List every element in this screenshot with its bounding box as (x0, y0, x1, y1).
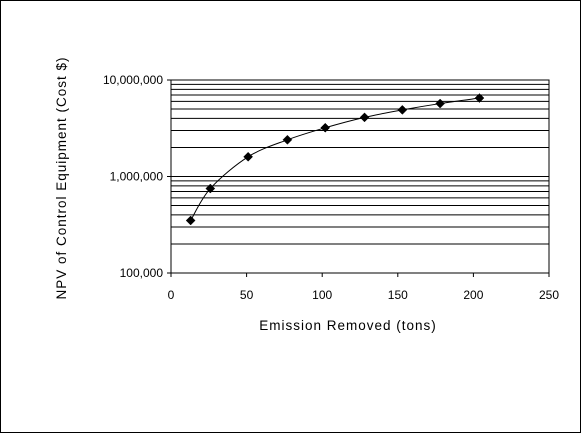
data-point-marker (243, 151, 253, 162)
data-point-marker (205, 183, 216, 194)
x-tick-label: 100 (312, 288, 332, 302)
x-tick-label: 50 (240, 288, 254, 302)
x-tick-label: 0 (168, 288, 175, 302)
data-point-marker (435, 98, 445, 109)
y-axis: 100,000 1,000,000 10,000,000 (103, 73, 171, 280)
data-point-marker (282, 134, 293, 145)
grid-lines (171, 83, 549, 274)
y-tick-label: 10,000,000 (103, 73, 163, 87)
y-axis-title: NPV of Control Equipment (Cost $) (54, 56, 69, 299)
data-point-marker (474, 93, 485, 103)
data-point-marker (320, 122, 331, 133)
y-tick-label: 100,000 (120, 266, 164, 280)
x-tick-label: 250 (539, 288, 559, 302)
data-points (185, 93, 485, 226)
x-axis-title: Emission Removed (tons) (259, 318, 437, 333)
data-point-marker (359, 112, 370, 123)
x-tick-label: 200 (463, 288, 483, 302)
x-tick-label: 150 (388, 288, 408, 302)
data-point-marker (185, 215, 196, 226)
data-point-marker (397, 105, 408, 115)
y-tick-label: 1,000,000 (110, 170, 164, 184)
x-axis: 0 50 100 150 200 250 (168, 273, 559, 302)
